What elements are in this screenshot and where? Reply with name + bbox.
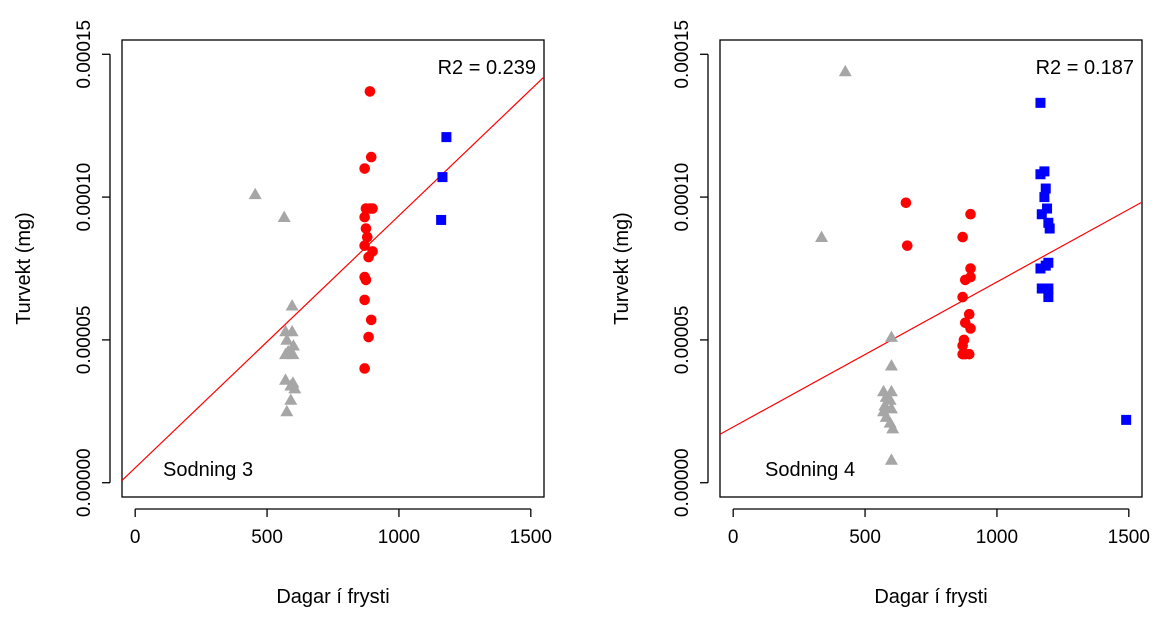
data-point-triangle xyxy=(279,373,293,385)
plot-frame xyxy=(719,39,1143,498)
data-point-square xyxy=(1121,414,1132,425)
data-point-circle xyxy=(963,308,975,320)
data-point-square xyxy=(441,132,452,143)
data-point-square xyxy=(1039,192,1050,203)
data-point-triangle xyxy=(277,210,291,222)
data-point-square xyxy=(436,214,447,225)
data-point-circle xyxy=(365,151,377,163)
plot-frame xyxy=(121,39,545,498)
regression-line xyxy=(720,201,1142,435)
data-point-triangle xyxy=(286,339,300,351)
data-point-circle xyxy=(361,231,373,243)
x-axis-title: Dagar í frysti xyxy=(874,586,987,608)
data-point-triangle xyxy=(280,404,294,417)
data-point-circle xyxy=(957,291,968,303)
data-point-circle xyxy=(367,203,378,214)
data-point-circle xyxy=(957,231,968,243)
y-tick-label: 0.00015 xyxy=(74,20,95,89)
data-point-circle xyxy=(359,240,370,251)
data-point-circle xyxy=(901,240,913,251)
data-point-triangle xyxy=(884,401,898,414)
data-point-square xyxy=(1043,283,1054,294)
x-tick-label: 500 xyxy=(849,527,881,548)
data-point-circle xyxy=(359,163,370,174)
plot-panel-sodning-4: 0 500 1000 1500 Dagar í frysti 0.00000 0.00005… xyxy=(611,20,1150,608)
data-point-square xyxy=(1044,223,1055,234)
r2-annotation: R2 = 0.239 xyxy=(438,57,536,79)
data-point-triangle xyxy=(288,381,302,394)
x-tick-label: 0 xyxy=(130,527,141,548)
data-point-triangle xyxy=(884,384,898,397)
data-point-triangle xyxy=(884,330,898,342)
panel-label: Sodning 4 xyxy=(765,459,855,481)
data-point-square xyxy=(1042,203,1053,214)
data-point-circle xyxy=(957,340,968,351)
data-point-triangle xyxy=(884,359,898,371)
r2-annotation: R2 = 0.187 xyxy=(1036,57,1134,79)
regression-line xyxy=(122,76,544,481)
data-point-triangle xyxy=(280,333,294,345)
data-point-circle xyxy=(363,251,374,263)
data-point-triangle xyxy=(884,453,898,465)
data-point-triangle xyxy=(248,187,262,200)
y-tick-label: 0.00000 xyxy=(672,448,693,517)
plot-panel-sodning-3: 0 500 1000 1500 Dagar í frysti 0.00000 0.00005… xyxy=(13,20,552,608)
data-point-circle xyxy=(957,348,968,360)
data-point-square xyxy=(1036,283,1047,294)
x-tick-label: 500 xyxy=(251,527,283,548)
data-point-circle xyxy=(965,323,976,334)
data-point-square xyxy=(1040,260,1051,271)
data-point-square xyxy=(1036,209,1047,220)
data-point-triangle xyxy=(838,64,852,77)
x-axis-title: Dagar í frysti xyxy=(276,586,389,608)
x-tick-label: 1000 xyxy=(976,527,1018,548)
data-point-triangle xyxy=(279,347,293,360)
data-point-triangle xyxy=(284,393,298,405)
y-axis-title: Turvekt (mg) xyxy=(611,212,633,325)
y-tick-label: 0.00010 xyxy=(672,163,693,232)
data-point-triangle xyxy=(883,393,897,405)
y-axis-title: Turvekt (mg) xyxy=(13,212,35,325)
data-point-circle xyxy=(359,211,370,223)
y-tick-label: 0.00000 xyxy=(74,448,95,517)
data-point-circle xyxy=(359,363,370,374)
data-point-triangle xyxy=(815,230,829,242)
data-point-square xyxy=(1043,217,1054,228)
data-point-circle xyxy=(965,263,976,274)
x-tick-label: 1500 xyxy=(1108,527,1150,548)
data-point-circle xyxy=(965,271,976,283)
x-tick-label: 1000 xyxy=(378,527,420,548)
x-tick-label: 0 xyxy=(728,527,739,548)
data-point-square xyxy=(1035,97,1046,108)
data-point-circle xyxy=(965,208,976,220)
data-point-circle xyxy=(365,314,377,326)
data-point-circle xyxy=(363,331,374,343)
data-point-circle xyxy=(364,86,376,97)
y-tick-label: 0.00010 xyxy=(74,163,95,232)
data-point-circle xyxy=(360,274,372,286)
data-point-square xyxy=(1040,183,1051,194)
data-point-square xyxy=(1035,169,1046,180)
data-point-circle xyxy=(360,223,372,234)
x-tick-label: 1500 xyxy=(510,527,552,548)
y-tick-label: 0.00005 xyxy=(672,306,693,375)
data-point-square xyxy=(437,172,448,183)
panel-label: Sodning 3 xyxy=(163,459,253,481)
data-point-triangle xyxy=(285,299,299,311)
data-point-triangle xyxy=(886,421,900,434)
data-point-square xyxy=(1043,292,1054,303)
data-point-triangle xyxy=(285,324,299,337)
data-point-triangle xyxy=(878,399,892,411)
y-tick-label: 0.00005 xyxy=(74,306,95,375)
data-point-circle xyxy=(359,294,370,306)
data-point-circle xyxy=(900,197,912,209)
data-point-square xyxy=(1035,263,1046,274)
y-tick-label: 0.00015 xyxy=(672,20,693,89)
